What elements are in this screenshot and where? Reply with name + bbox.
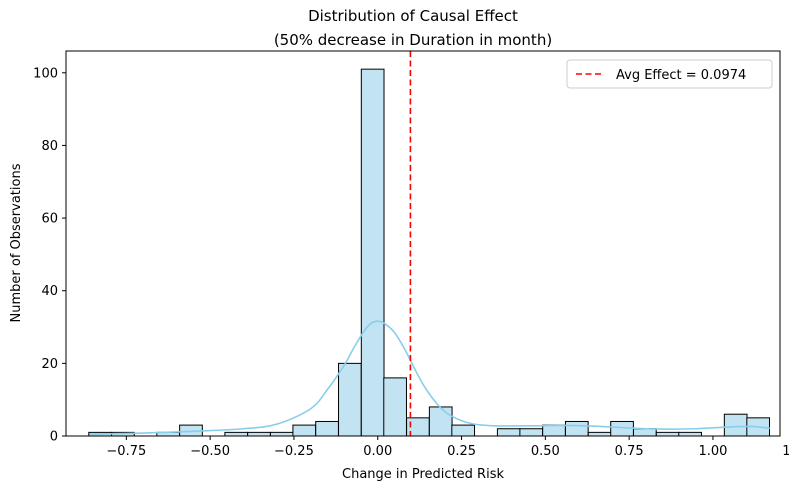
y-tick-label: 60 xyxy=(41,212,58,227)
x-tick-label: −0.75 xyxy=(106,444,146,459)
histogram-bar xyxy=(247,431,271,437)
histogram-bar xyxy=(269,431,294,437)
histogram-bar xyxy=(678,431,702,437)
plot-frame xyxy=(65,50,781,437)
x-tick-label: 0.00 xyxy=(363,444,392,459)
histogram-bar xyxy=(292,424,317,437)
histogram-bar xyxy=(564,420,589,437)
x-tick-label: −0.25 xyxy=(274,444,314,459)
y-tick-label: 80 xyxy=(41,139,58,154)
y-axis-label: Number of Observations xyxy=(9,163,24,322)
histogram-bar xyxy=(587,431,612,437)
x-tick-label: −0.50 xyxy=(190,444,230,459)
y-tick-label: 0 xyxy=(50,430,58,445)
chart-subtitle: (50% decrease in Duration in month) xyxy=(274,31,552,49)
x-tick-label: 1.25 xyxy=(782,444,789,459)
chart-title: Distribution of Causal Effect xyxy=(308,7,518,25)
histogram-bar xyxy=(315,420,339,437)
y-axis-ticks: 0 20 40 60 80 100 xyxy=(33,66,66,445)
y-tick-label: 100 xyxy=(33,66,58,81)
histogram-bars xyxy=(88,68,770,437)
histogram-bar xyxy=(224,431,249,437)
histogram-bar xyxy=(633,428,657,437)
histogram-bar xyxy=(338,362,362,437)
y-tick-label: 40 xyxy=(41,284,58,299)
histogram-bar xyxy=(519,428,544,437)
histogram-bar xyxy=(451,424,476,437)
histogram-bar xyxy=(383,377,407,437)
legend: Avg Effect = 0.0974 xyxy=(566,59,773,89)
histogram-bar xyxy=(723,413,748,437)
x-axis-label: Change in Predicted Risk xyxy=(342,467,504,482)
histogram-bar xyxy=(542,424,566,437)
histogram-bar xyxy=(428,406,453,437)
histogram-bar xyxy=(360,68,385,437)
legend-label: Avg Effect = 0.0974 xyxy=(616,68,746,83)
x-tick-label: 0.25 xyxy=(447,444,476,459)
histogram-bar xyxy=(655,431,680,437)
x-tick-label: 0.50 xyxy=(531,444,560,459)
x-axis-ticks: −0.75 −0.50 −0.25 0.00 0.25 0.50 0.75 1.00 1.25 xyxy=(106,436,789,459)
x-tick-label: 1.00 xyxy=(698,444,727,459)
kde-curve xyxy=(89,320,771,435)
histogram-bar xyxy=(496,428,521,437)
legend-box xyxy=(566,59,773,89)
y-tick-label: 20 xyxy=(41,357,58,372)
x-tick-label: 0.75 xyxy=(615,444,644,459)
